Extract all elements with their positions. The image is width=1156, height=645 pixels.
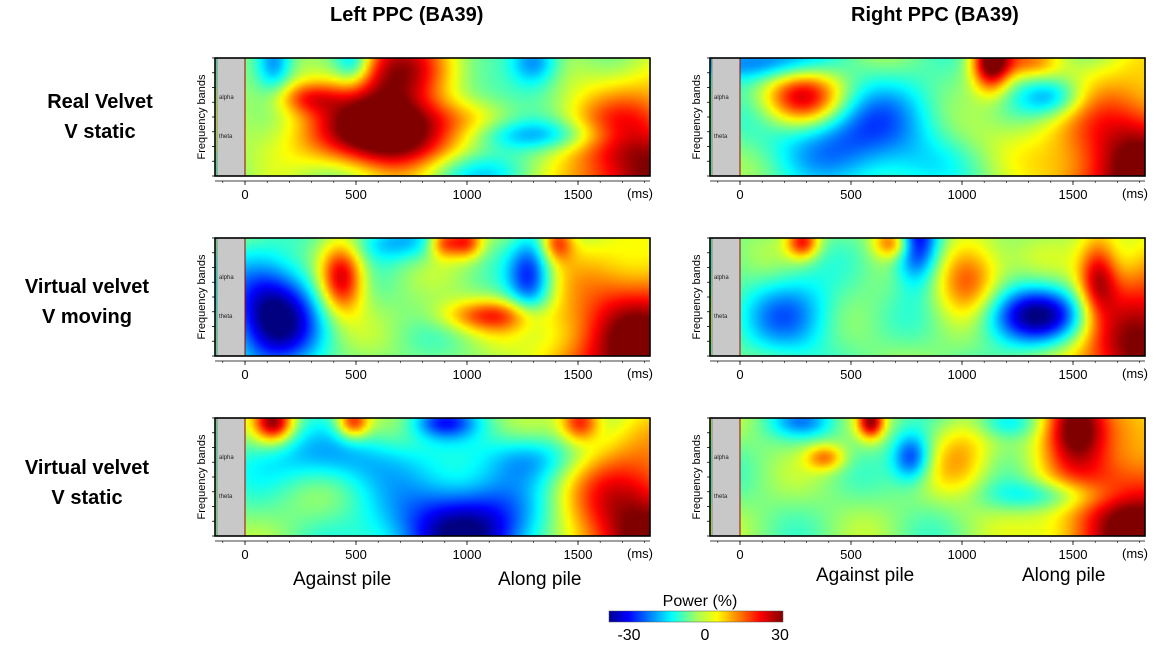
x-tick-label-1000: 1000 xyxy=(453,367,482,382)
band-label-alpha: alpha xyxy=(219,455,234,461)
x-axis-unit: (ms) xyxy=(627,186,653,201)
baseline-gray-region xyxy=(711,237,741,357)
band-label-theta: theta xyxy=(219,134,233,140)
heatmap-field xyxy=(215,418,650,536)
band-label-theta: theta xyxy=(714,494,728,500)
x-axis-unit: (ms) xyxy=(1122,366,1148,381)
y-axis-label: Frequency bands xyxy=(196,74,208,159)
x-axis-unit: (ms) xyxy=(1122,546,1148,561)
x-tick-label-1000: 1000 xyxy=(948,187,977,202)
row-label-line-1: Virtual velvet xyxy=(24,457,150,479)
band-label-theta: theta xyxy=(714,134,728,140)
y-axis-label: Frequency bands xyxy=(691,434,703,519)
baseline-gray-region xyxy=(216,417,246,537)
x-tick-label-0: 0 xyxy=(736,367,743,382)
x-tick-label-0: 0 xyxy=(241,187,248,202)
column-title-left: Left PPC (BA39) xyxy=(330,4,484,26)
condition-label-along-pile-right: Along pile xyxy=(1022,565,1106,586)
band-label-alpha: alpha xyxy=(714,95,729,101)
band-label-theta: theta xyxy=(219,494,233,500)
band-label-theta: theta xyxy=(219,314,233,320)
x-tick-label-500: 500 xyxy=(840,367,862,382)
colorbar-tick-min: -30 xyxy=(617,627,640,644)
y-axis-label: Frequency bands xyxy=(691,74,703,159)
condition-label-along-pile-left: Along pile xyxy=(498,569,582,590)
row-label-virtual-velvet-moving: Virtual velvet V moving xyxy=(0,272,177,332)
colorbar-tick-max: 30 xyxy=(771,627,789,644)
band-label-alpha: alpha xyxy=(219,275,234,281)
x-tick-label-1000: 1000 xyxy=(453,547,482,562)
x-tick-label-1500: 1500 xyxy=(564,187,593,202)
y-axis-label: Frequency bands xyxy=(196,434,208,519)
x-tick-label-500: 500 xyxy=(840,187,862,202)
row-label-line-2: V static xyxy=(64,121,136,143)
row-label-line-2: V moving xyxy=(41,306,132,328)
x-axis-unit: (ms) xyxy=(627,366,653,381)
heatmap-panel-r1-left: Frequency bands alpha theta 0 500 1000 1500 (ms… xyxy=(196,237,653,382)
x-axis-unit: (ms) xyxy=(1122,186,1148,201)
x-tick-label-500: 500 xyxy=(345,187,367,202)
x-tick-label-1500: 1500 xyxy=(564,367,593,382)
band-label-alpha: alpha xyxy=(714,455,729,461)
heatmap-field xyxy=(710,58,1145,176)
colorbar-label: Power (%) xyxy=(663,593,738,610)
band-label-alpha: alpha xyxy=(714,275,729,281)
x-tick-label-1000: 1000 xyxy=(948,367,977,382)
column-title-right: Right PPC (BA39) xyxy=(851,4,1019,26)
x-tick-label-0: 0 xyxy=(736,547,743,562)
row-label-line-1: Real Velvet xyxy=(47,91,153,113)
baseline-gray-region xyxy=(216,57,246,177)
colorbar: Power (%) -30 0 30 xyxy=(608,593,789,644)
condition-label-against-pile-left: Against pile xyxy=(293,569,392,590)
band-label-alpha: alpha xyxy=(219,95,234,101)
baseline-gray-region xyxy=(711,57,741,177)
x-tick-label-1000: 1000 xyxy=(453,187,482,202)
heatmap-panel-r0-right: Frequency bands alpha theta 0 500 1000 1500 (ms… xyxy=(691,57,1148,202)
x-tick-label-500: 500 xyxy=(345,547,367,562)
x-tick-label-500: 500 xyxy=(840,547,862,562)
x-tick-label-1500: 1500 xyxy=(1059,367,1088,382)
heatmap-panel-r0-left: Frequency bands alpha theta 0 500 1000 1500 (ms… xyxy=(196,57,653,202)
x-tick-label-1500: 1500 xyxy=(1059,547,1088,562)
band-label-theta: theta xyxy=(714,314,728,320)
heatmap-field xyxy=(710,238,1145,356)
x-tick-label-0: 0 xyxy=(241,367,248,382)
condition-label-against-pile-right: Against pile xyxy=(816,565,915,586)
y-axis-label: Frequency bands xyxy=(196,254,208,339)
heatmap-panel-r2-left: Frequency bands alpha theta 0 500 1000 1500 (ms… xyxy=(196,417,653,562)
y-axis-label: Frequency bands xyxy=(691,254,703,339)
row-label-line-2: V static xyxy=(51,487,123,509)
colorbar-gradient xyxy=(608,610,784,623)
x-tick-label-1500: 1500 xyxy=(564,547,593,562)
heatmap-field xyxy=(710,418,1145,536)
x-tick-label-0: 0 xyxy=(241,547,248,562)
row-label-line-1: Virtual velvet xyxy=(24,276,150,298)
x-tick-label-1500: 1500 xyxy=(1059,187,1088,202)
x-axis-unit: (ms) xyxy=(627,546,653,561)
heatmap-panel-r2-right: Frequency bands alpha theta 0 500 1000 1500 (ms… xyxy=(691,417,1148,562)
row-label-virtual-velvet-static: Virtual velvet V static xyxy=(0,453,177,513)
heatmap-field xyxy=(215,238,650,356)
x-tick-label-0: 0 xyxy=(736,187,743,202)
heatmap-field xyxy=(215,58,650,176)
baseline-gray-region xyxy=(216,237,246,357)
row-label-real-velvet-static: Real Velvet V static xyxy=(10,87,190,147)
baseline-gray-region xyxy=(711,417,741,537)
x-tick-label-500: 500 xyxy=(345,367,367,382)
heatmap-panel-r1-right: Frequency bands alpha theta 0 500 1000 1500 (ms… xyxy=(691,237,1148,382)
colorbar-tick-mid: 0 xyxy=(701,627,710,644)
x-tick-label-1000: 1000 xyxy=(948,547,977,562)
